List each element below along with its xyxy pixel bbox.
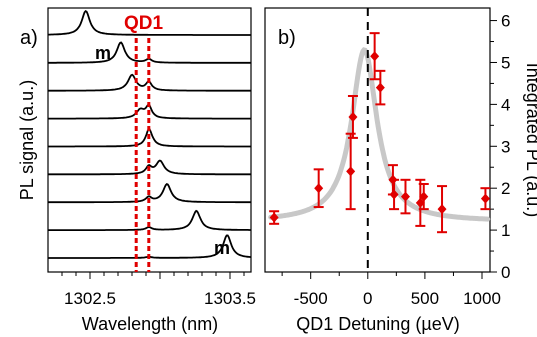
y-tick-label-b: 6 bbox=[501, 12, 510, 31]
y-tick-label-b: 4 bbox=[501, 95, 510, 114]
panel-a: 1302.5 1303.5 a) QD1 m m Wavelength (nm) … bbox=[17, 8, 256, 334]
y-tick-label-b: 5 bbox=[501, 53, 510, 72]
data-marker bbox=[370, 51, 379, 61]
mode-annotation-top: m bbox=[95, 43, 111, 63]
x-tick-label-b: 500 bbox=[411, 289, 439, 308]
pl-spectrum-2 bbox=[48, 43, 251, 63]
y-tick-label-b: 2 bbox=[501, 179, 510, 198]
x-tick-label-b: 0 bbox=[363, 289, 372, 308]
x-tick-label-b: -500 bbox=[294, 289, 328, 308]
y-axis-title-a: PL signal (a.u.) bbox=[17, 80, 37, 200]
x-tick-label-a: 1302.5 bbox=[64, 289, 116, 308]
x-tick-label-a: 1303.5 bbox=[204, 289, 256, 308]
panel-b-frame bbox=[265, 8, 490, 272]
data-point-13 bbox=[480, 188, 490, 209]
data-marker bbox=[481, 194, 490, 204]
qd1-annotation: QD1 bbox=[124, 13, 164, 34]
y-tick-label-b: 3 bbox=[501, 137, 510, 156]
pl-spectrum-8 bbox=[48, 211, 251, 230]
mode-annotation-bottom: m bbox=[214, 238, 230, 258]
x-axis-title-a: Wavelength (nm) bbox=[82, 314, 218, 334]
data-point-6 bbox=[375, 71, 385, 105]
panel-a-label: a) bbox=[20, 27, 38, 49]
panel-b-label: b) bbox=[278, 27, 296, 49]
data-marker bbox=[314, 183, 323, 193]
lorentzian-fit-curve bbox=[271, 50, 488, 219]
y-axis-title-b: Integrated PL (a.u.) bbox=[523, 63, 537, 217]
data-point-12 bbox=[437, 186, 447, 232]
y-tick-label-b: 1 bbox=[501, 221, 510, 240]
y-tick-label-b: 0 bbox=[501, 263, 510, 282]
data-marker bbox=[376, 83, 385, 93]
data-point-8 bbox=[389, 180, 399, 209]
x-tick-label-b: 1000 bbox=[463, 289, 501, 308]
data-point-9 bbox=[400, 180, 410, 214]
data-marker bbox=[346, 166, 355, 176]
x-axis-title-b: QD1 Detuning (µeV) bbox=[296, 314, 459, 334]
data-point-1 bbox=[269, 211, 279, 224]
